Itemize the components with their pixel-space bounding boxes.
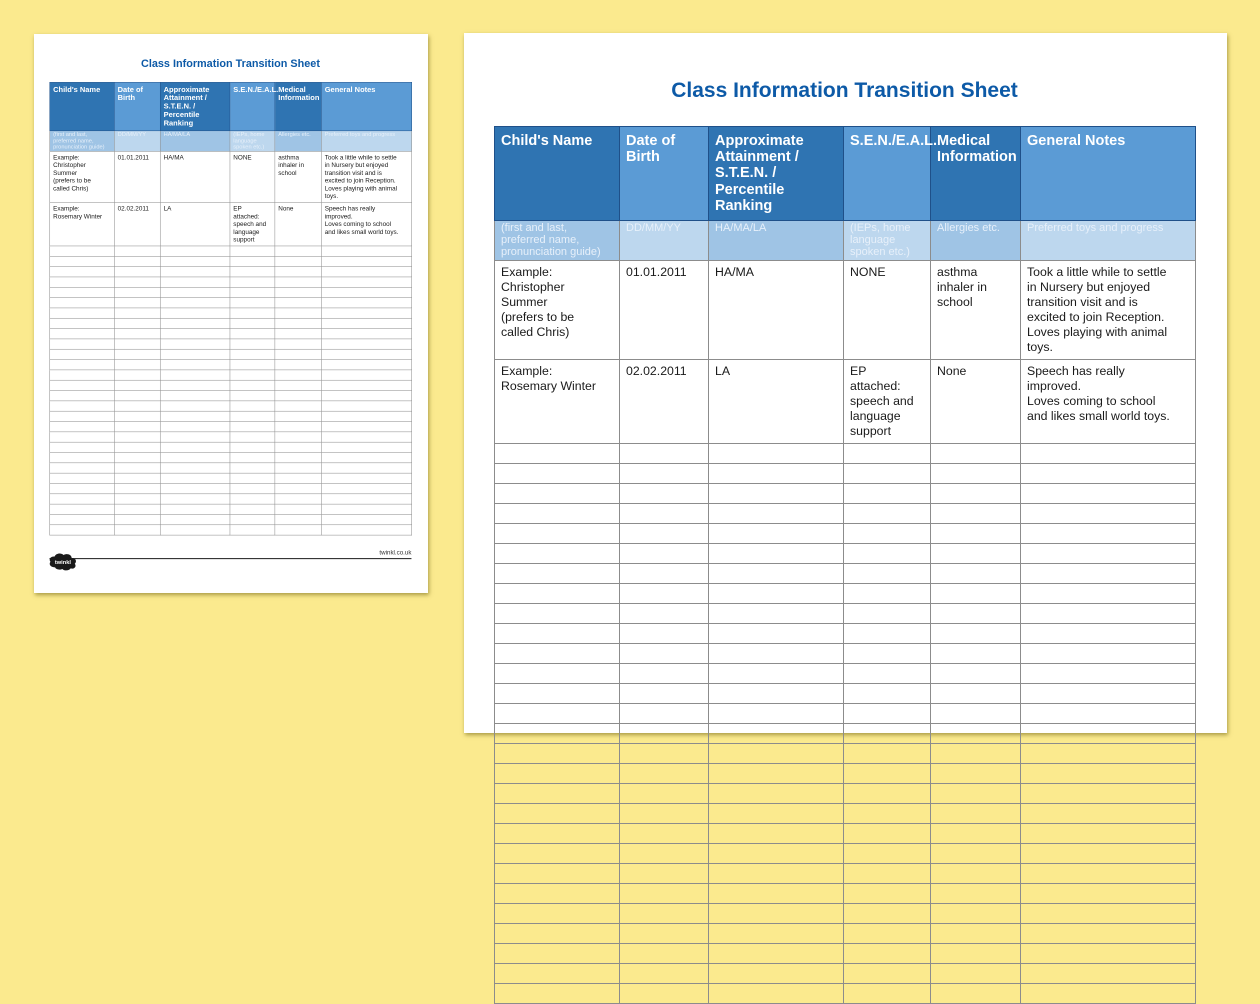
svg-text:twinkl: twinkl: [55, 560, 71, 566]
